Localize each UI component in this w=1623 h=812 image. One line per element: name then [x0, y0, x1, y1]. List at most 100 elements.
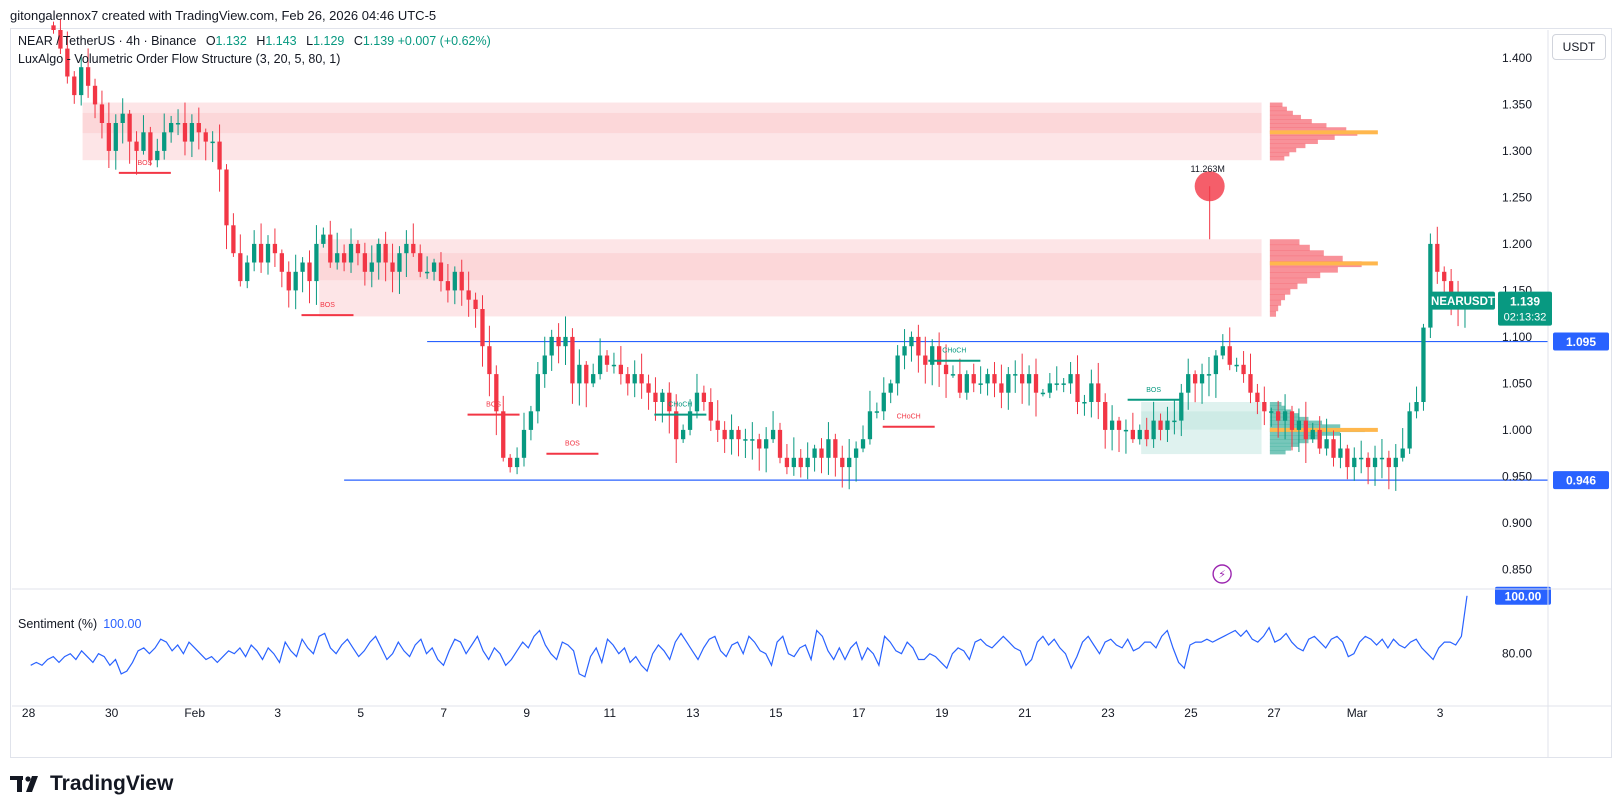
level-badge-label: 1.095: [1566, 335, 1596, 349]
candle-body: [895, 355, 900, 384]
candle-body: [584, 364, 589, 384]
candle-body: [736, 429, 741, 440]
sentiment-legend[interactable]: Sentiment (%) 100.00: [18, 617, 141, 631]
candle-body: [127, 113, 132, 142]
candle-body: [1158, 420, 1163, 430]
symbol-name[interactable]: NEAR / TetherUS · 4h · Binance: [18, 34, 197, 48]
candle-body: [65, 48, 70, 77]
candle-body: [1386, 457, 1392, 468]
candle-body: [1075, 374, 1080, 402]
candle-body: [674, 411, 679, 440]
candle-body: [1068, 374, 1073, 384]
candle-body: [936, 346, 942, 365]
profile-bar: [1269, 450, 1286, 455]
candle-body: [826, 439, 831, 458]
time-tick-label: 30: [105, 706, 119, 720]
candle-body: [473, 299, 478, 309]
candle-body: [1040, 392, 1046, 395]
candle-body: [743, 439, 748, 441]
close-value: 1.139: [362, 34, 395, 48]
profile-bar: [1269, 255, 1343, 262]
candle-body: [1262, 402, 1267, 412]
candle-body: [1047, 383, 1052, 393]
candle-body: [1054, 383, 1059, 385]
countdown-label: 02:13:32: [1504, 312, 1547, 324]
zones-layer: [82, 102, 1378, 455]
time-tick-label: 7: [440, 706, 447, 720]
candle-body: [1026, 374, 1032, 384]
chart-frame: [10, 28, 1612, 758]
level-badge: [1553, 332, 1609, 351]
price-tick-label: 0.950: [1502, 469, 1532, 483]
profile-bar: [1269, 446, 1292, 451]
profile-bar: [1269, 442, 1299, 447]
demand-zone-core: [1141, 411, 1262, 430]
volume-spike-label: 11.263M: [1190, 164, 1224, 174]
currency-button[interactable]: USDT: [1552, 34, 1606, 60]
candle-body: [957, 374, 963, 393]
candle-body: [798, 457, 803, 468]
structure-label: CHoCH: [942, 348, 966, 355]
candle-body: [376, 243, 381, 263]
profile-bar: [1269, 294, 1286, 301]
profile-bar: [1269, 156, 1285, 161]
price-tick-label: 1.200: [1502, 237, 1532, 251]
profile-bar: [1269, 135, 1335, 140]
candle-body: [1400, 448, 1405, 458]
sentiment-tick-label: 80.00: [1502, 647, 1532, 661]
candle-body: [480, 309, 485, 347]
symbol-badge: [1431, 291, 1495, 310]
time-tick-label: 25: [1184, 706, 1198, 720]
structure-label: CHoCH: [668, 402, 692, 409]
candle-body: [238, 253, 243, 282]
time-tick-label: 13: [686, 706, 700, 720]
candle-body: [390, 262, 395, 272]
candle-body: [431, 262, 437, 272]
candle-body: [1020, 374, 1025, 384]
candle-body: [210, 141, 215, 144]
candle-body: [604, 355, 610, 365]
profile-bar: [1269, 409, 1292, 414]
candle-body: [1241, 364, 1246, 375]
candle-body: [1365, 457, 1371, 468]
symbol-legend: NEAR / TetherUS · 4h · Binance O1.132 H1…: [18, 34, 491, 48]
candle-body: [930, 346, 935, 365]
candle-body: [92, 85, 98, 105]
candle-body: [1213, 355, 1219, 375]
profile-bar: [1269, 435, 1322, 440]
candle-body: [632, 374, 637, 384]
time-tick-label: 5: [357, 706, 364, 720]
candle-body: [279, 253, 284, 272]
candle-body: [916, 336, 921, 356]
low-value: 1.129: [313, 34, 345, 48]
time-tick-label: 11: [604, 706, 617, 720]
candle-body: [1082, 402, 1087, 404]
candle-body: [487, 346, 492, 375]
levels-layer: 1.095 0.946: [344, 332, 1609, 490]
time-tick-label: 15: [769, 706, 783, 720]
candle-body: [335, 253, 340, 263]
profile-bar: [1269, 147, 1297, 153]
candle-body: [819, 448, 824, 458]
candle-body: [667, 392, 672, 412]
sentiment-badge: [1495, 586, 1551, 605]
structure-label: BOS: [486, 402, 501, 409]
candle-body: [383, 243, 388, 263]
candle-body: [860, 439, 866, 449]
candle-body: [231, 225, 236, 254]
candle-body: [85, 67, 91, 86]
candle-body: [514, 457, 520, 468]
sentiment-layer: 80.00 100.00: [30, 586, 1551, 678]
candle-body: [494, 374, 499, 412]
indicator-legend[interactable]: LuxAlgo - Volumetric Order Flow Structur…: [18, 52, 341, 66]
time-tick-label: 3: [274, 706, 281, 720]
candle-body: [1324, 439, 1329, 449]
profile-bar: [1269, 106, 1287, 112]
candle-body: [272, 243, 278, 254]
candle-body: [1428, 243, 1433, 328]
price-tick-label: 1.050: [1502, 376, 1532, 390]
candle-body: [950, 374, 956, 376]
candle-body: [424, 271, 430, 274]
candle-body: [1421, 327, 1426, 402]
